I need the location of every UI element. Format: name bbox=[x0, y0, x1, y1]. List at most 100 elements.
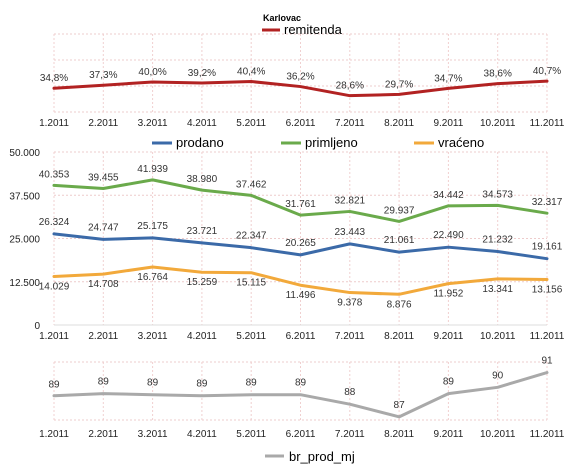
x-tick-label: 5.2011 bbox=[236, 429, 266, 440]
x-tick-label: 11.2011 bbox=[530, 331, 565, 342]
x-tick-label: 7.2011 bbox=[335, 331, 365, 342]
x-tick-label: 5.2011 bbox=[236, 118, 266, 129]
data-label-br-prod-mj: 90 bbox=[492, 370, 504, 381]
data-label: 40.353 bbox=[39, 169, 70, 180]
data-label-remitenda: 28,6% bbox=[336, 81, 364, 92]
data-label-br-prod-mj: 87 bbox=[394, 400, 406, 411]
x-tick-label: 8.2011 bbox=[384, 429, 414, 440]
data-label: 15.259 bbox=[187, 277, 218, 288]
data-label: 22.490 bbox=[433, 230, 464, 241]
legend-label: vraćeno bbox=[438, 135, 484, 150]
data-label: 15.115 bbox=[236, 278, 266, 289]
data-label-remitenda: 34,7% bbox=[434, 73, 462, 84]
data-label-br-prod-mj: 89 bbox=[48, 380, 60, 391]
data-label: 11.496 bbox=[286, 290, 316, 301]
legend-label: primljeno bbox=[305, 135, 358, 150]
y-tick-label: 0 bbox=[34, 321, 40, 332]
data-label: 26.324 bbox=[39, 217, 70, 228]
data-label: 24.747 bbox=[88, 222, 119, 233]
series-line-1 bbox=[52, 178, 549, 223]
x-tick-label: 6.2011 bbox=[286, 429, 316, 440]
data-label: 11.952 bbox=[433, 289, 463, 300]
x-tick-label: 4.2011 bbox=[187, 331, 217, 342]
series-line-0 bbox=[52, 232, 549, 261]
data-label-remitenda: 40,7% bbox=[533, 66, 561, 77]
data-label: 21.232 bbox=[482, 235, 513, 246]
x-tick-label: 3.2011 bbox=[138, 331, 168, 342]
series-line-br-prod-mj bbox=[52, 371, 549, 419]
series-line-2 bbox=[52, 265, 549, 296]
legend-label-remitenda: remitenda bbox=[284, 22, 343, 37]
data-label-remitenda: 40,0% bbox=[138, 67, 166, 78]
x-tick-label: 1.2011 bbox=[39, 331, 69, 342]
data-label: 38.980 bbox=[187, 174, 218, 185]
data-label: 37.462 bbox=[236, 179, 267, 190]
data-label: 9.378 bbox=[337, 298, 362, 309]
x-tick-label: 2.2011 bbox=[88, 429, 118, 440]
x-tick-label: 8.2011 bbox=[384, 118, 414, 129]
y-tick-label: 37.500 bbox=[9, 191, 40, 202]
data-label: 34.442 bbox=[433, 190, 464, 201]
y-tick-label: 12.500 bbox=[9, 278, 40, 289]
data-label-br-prod-mj: 89 bbox=[98, 377, 110, 388]
x-tick-label: 11.2011 bbox=[530, 429, 565, 440]
data-label-br-prod-mj: 89 bbox=[147, 378, 159, 389]
data-label-remitenda: 37,3% bbox=[89, 70, 117, 81]
data-label: 13.341 bbox=[482, 284, 513, 295]
data-label-remitenda: 34,8% bbox=[40, 73, 68, 84]
data-label-br-prod-mj: 89 bbox=[443, 377, 455, 388]
x-tick-label: 6.2011 bbox=[286, 331, 316, 342]
y-tick-label: 25.000 bbox=[9, 235, 40, 246]
data-label: 13.156 bbox=[532, 284, 563, 295]
data-label-br-prod-mj: 91 bbox=[541, 356, 553, 367]
x-tick-label: 10.2011 bbox=[480, 331, 516, 342]
data-label: 19.161 bbox=[532, 242, 563, 253]
x-tick-label: 6.2011 bbox=[286, 118, 316, 129]
data-label: 14.029 bbox=[39, 281, 70, 292]
data-label: 32.821 bbox=[335, 195, 366, 206]
data-label-br-prod-mj: 88 bbox=[344, 387, 356, 398]
x-tick-label: 10.2011 bbox=[480, 118, 516, 129]
data-label: 16.764 bbox=[137, 272, 168, 283]
data-label: 39.455 bbox=[88, 172, 119, 183]
x-tick-label: 8.2011 bbox=[384, 331, 414, 342]
x-tick-label: 4.2011 bbox=[187, 429, 217, 440]
data-label: 22.347 bbox=[236, 231, 267, 242]
x-tick-label: 9.2011 bbox=[433, 429, 463, 440]
data-label: 21.061 bbox=[384, 235, 415, 246]
x-tick-label: 2.2011 bbox=[88, 331, 118, 342]
x-tick-label: 4.2011 bbox=[187, 118, 217, 129]
data-label: 20.265 bbox=[285, 238, 316, 249]
data-label: 34.573 bbox=[482, 189, 513, 200]
data-label: 25.175 bbox=[137, 221, 168, 232]
legend-label-br-prod-mj: br_prod_mj bbox=[289, 449, 355, 464]
x-tick-label: 3.2011 bbox=[138, 429, 168, 440]
x-tick-label: 5.2011 bbox=[236, 331, 266, 342]
data-label: 31.761 bbox=[285, 199, 316, 210]
data-label: 29.937 bbox=[384, 205, 415, 216]
y-tick-label: 50.000 bbox=[9, 148, 40, 159]
x-tick-label: 7.2011 bbox=[335, 429, 365, 440]
data-label-br-prod-mj: 89 bbox=[196, 379, 208, 390]
x-tick-label: 7.2011 bbox=[335, 118, 365, 129]
x-tick-label: 9.2011 bbox=[433, 118, 463, 129]
chart-title: Karlovac bbox=[263, 13, 301, 23]
data-label: 41.939 bbox=[137, 164, 168, 175]
data-label-br-prod-mj: 89 bbox=[295, 378, 307, 389]
data-label: 32.317 bbox=[532, 197, 563, 208]
series-line-remitenda bbox=[52, 79, 549, 98]
data-label: 23.443 bbox=[335, 227, 366, 238]
data-label: 8.876 bbox=[387, 299, 412, 310]
data-label: 14.708 bbox=[88, 279, 119, 290]
data-label: 23.721 bbox=[187, 226, 218, 237]
x-tick-label: 9.2011 bbox=[433, 331, 463, 342]
x-tick-label: 3.2011 bbox=[138, 118, 168, 129]
x-tick-label: 11.2011 bbox=[530, 118, 565, 129]
data-label-remitenda: 40,4% bbox=[237, 67, 265, 78]
data-label-remitenda: 29,7% bbox=[385, 79, 413, 90]
x-tick-label: 2.2011 bbox=[88, 118, 118, 129]
x-tick-label: 1.2011 bbox=[39, 118, 69, 129]
x-tick-label: 1.2011 bbox=[39, 429, 69, 440]
data-label-br-prod-mj: 89 bbox=[246, 378, 258, 389]
